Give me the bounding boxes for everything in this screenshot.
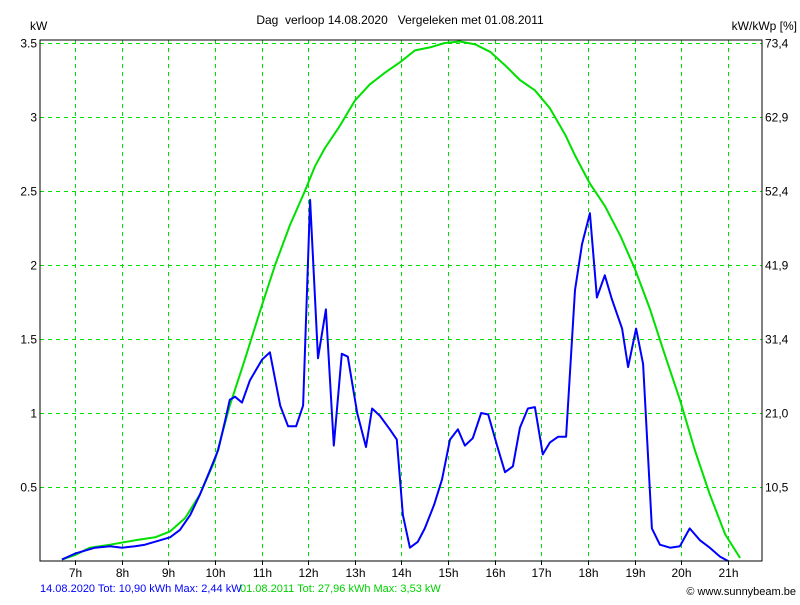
x-tick-label: 9h [162, 566, 175, 580]
x-tick-label: 18h [578, 566, 598, 580]
y-tick-label-right: 73,4 [765, 37, 789, 51]
x-tick-label: 7h [69, 566, 82, 580]
legend-blue: 14.08.2020 Tot: 10,90 kWh Max: 2,44 kW [40, 583, 242, 595]
x-tick-label: 14h [391, 566, 411, 580]
x-tick-label: 17h [531, 566, 551, 580]
y-tick-label-right: 21,0 [765, 407, 789, 421]
y-tick-label-right: 41,9 [765, 259, 789, 273]
x-tick-label: 20h [671, 566, 691, 580]
legend-green: 01.08.2011 Tot: 27,96 kWh Max: 3,53 kW [240, 583, 441, 595]
y-tick-label-right: 31,4 [765, 333, 789, 347]
y-tick-label-right: 62,9 [765, 111, 789, 125]
x-tick-label: 12h [298, 566, 318, 580]
y-tick-label: 1 [30, 407, 37, 421]
x-tick-label: 16h [485, 566, 505, 580]
series-lines [61, 40, 741, 562]
y-tick-label: 1.5 [20, 333, 37, 347]
axis-ticks: 7h 8h 9h 10h 11h 12h 13h 14h 15h 16h 17h 18h 19h 20h 2… [20, 37, 788, 581]
y-tick-label-right: 10,5 [765, 481, 789, 495]
x-tick-label: 13h [345, 566, 365, 580]
x-tick-label: 19h [625, 566, 645, 580]
x-tick-label: 10h [205, 566, 225, 580]
chart-title: Dag verloop 14.08.2020 Vergeleken met 01… [256, 13, 544, 27]
x-tick-label: 11h [253, 566, 272, 580]
series-line-01.08.2011 [61, 40, 741, 561]
x-tick-label: 8h [116, 566, 129, 580]
y-tick-label: 2.5 [20, 185, 37, 199]
y-tick-label-right: 52,4 [765, 185, 789, 199]
y-axis-label-left: kW [30, 19, 48, 33]
x-tick-label: 15h [438, 566, 458, 580]
y-tick-label: 0.5 [20, 481, 37, 495]
series-line-14.08.2020 [61, 198, 729, 562]
x-tick-label: 21h [718, 566, 738, 580]
plot-frame [39, 39, 763, 562]
y-tick-label: 3.5 [20, 37, 37, 51]
copyright: © www.sunnybeam.be [686, 586, 796, 598]
y-tick-label: 2 [30, 259, 37, 273]
y-tick-label: 3 [30, 111, 37, 125]
y-axis-label-right: kW/kWp [%] [732, 19, 797, 33]
